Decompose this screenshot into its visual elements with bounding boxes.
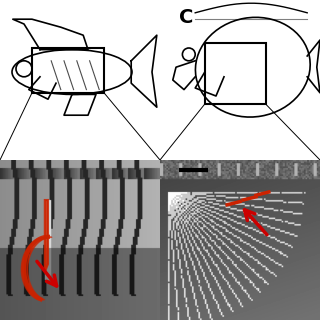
Polygon shape xyxy=(45,200,48,272)
Text: C: C xyxy=(179,8,194,27)
Bar xyxy=(205,43,266,104)
Bar xyxy=(32,48,104,93)
